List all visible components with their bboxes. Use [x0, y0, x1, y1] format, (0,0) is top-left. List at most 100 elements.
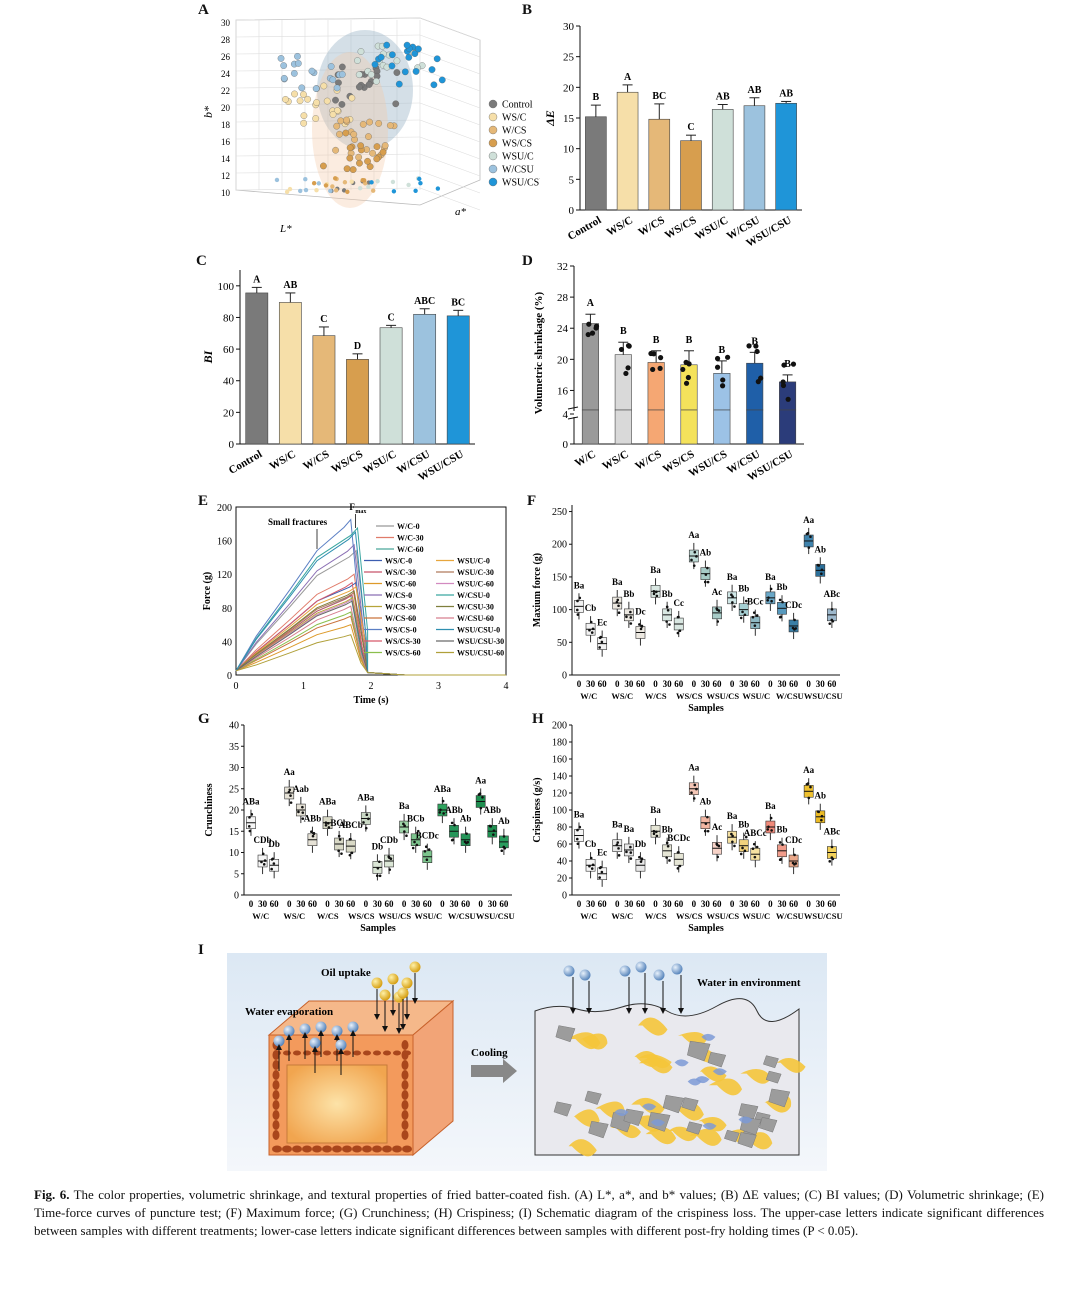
panel-label-e: E [198, 493, 209, 509]
bar [680, 140, 702, 211]
data-point [820, 572, 823, 576]
y-tick-label: 25 [229, 784, 239, 795]
x-tick-label: 60 [713, 679, 723, 689]
tick-label: 24 [221, 69, 231, 79]
legend-label: WS/CS-30 [385, 637, 421, 646]
scatter-point [280, 75, 288, 82]
crust-pore [363, 1050, 371, 1056]
data-point [706, 566, 709, 570]
data-point [741, 846, 744, 850]
bar-lower [713, 409, 731, 445]
oil-channel [708, 1078, 743, 1096]
significance-letter: CDb [254, 835, 272, 845]
data-point [629, 610, 632, 614]
significance-letter: Ba [612, 577, 623, 587]
starch-granule [555, 1025, 576, 1043]
data-point [272, 862, 276, 865]
significance-letter: CDb [380, 835, 398, 845]
significance-letter: Db [635, 839, 647, 849]
significance-letter: BC [652, 91, 666, 102]
y-tick-label: 100 [552, 605, 567, 616]
significance-letter: A [624, 72, 632, 83]
data-point [439, 808, 442, 812]
crust-pore [322, 1145, 332, 1153]
significance-letter: ABb [445, 805, 463, 815]
x-tick-label: 30 [624, 899, 634, 909]
x-tick-label: 0 [806, 679, 811, 689]
x-tick-label: W/CS [301, 448, 331, 472]
x-tick-label: 0 [577, 899, 582, 909]
data-point [270, 867, 273, 871]
panel-a-3d-scatter: 30 28 26 24 22 20 18 16 14 12 10 b* L* a* Control W… [201, 17, 540, 235]
projection-point [345, 189, 350, 195]
data-point [340, 852, 343, 855]
projection-point [390, 179, 396, 185]
scatter-point [343, 116, 350, 124]
y-axis-label: Volumetric shrinkage (%) [533, 291, 545, 414]
data-point [625, 343, 632, 349]
x-tick-label: 30 [739, 679, 749, 689]
data-point [692, 797, 696, 800]
data-point [589, 856, 593, 860]
scatter-point [295, 60, 302, 67]
y-tick-label: 200 [552, 540, 567, 551]
legend-label: W/CS-60 [385, 614, 416, 623]
data-point [665, 620, 668, 623]
data-point [676, 867, 680, 870]
data-point [378, 874, 382, 878]
x-tick-label: 60 [308, 899, 318, 909]
x-tick-label: 0 [440, 899, 445, 909]
grid-line [419, 68, 481, 92]
data-point [778, 598, 782, 602]
projection-point [366, 184, 371, 189]
significance-letter: Bb [738, 584, 749, 594]
scatter-point [313, 99, 320, 106]
data-point [301, 811, 305, 814]
force-curve [235, 634, 506, 676]
data-point [365, 813, 369, 817]
y-tick-label: 60 [557, 840, 567, 851]
significance-letter: ABa [319, 797, 337, 807]
grid-line [419, 51, 481, 75]
data-point [753, 855, 757, 859]
tick-label: 16 [221, 137, 231, 147]
data-point [807, 546, 811, 549]
legend-marker [488, 125, 498, 135]
data-point [403, 830, 406, 833]
y-tick-label: 30 [563, 21, 575, 33]
crust-pore [272, 1090, 280, 1100]
significance-letter: Cb [585, 603, 597, 613]
group-label: WSU/CSU [476, 911, 515, 921]
y-axis-label: Crunchiness [204, 783, 215, 836]
data-point [650, 366, 656, 373]
panel-c-bi-bars: 0 20 40 60 80 100 A Control AB WS/C C W/CS D WS/CS C WS… [201, 270, 475, 484]
scatter-point [365, 81, 373, 88]
tick-label: 18 [221, 120, 231, 130]
bar [446, 315, 470, 445]
water-droplet [309, 1037, 321, 1049]
significance-letter: Aa [803, 765, 814, 775]
data-point [492, 829, 496, 832]
data-point [625, 615, 628, 619]
data-point [453, 823, 456, 827]
x-tick-label: 0 [730, 899, 735, 909]
data-point [668, 623, 671, 626]
x-tick-label: Control [227, 448, 265, 477]
starch-granule [762, 1055, 779, 1069]
significance-letter: Cb [585, 839, 597, 849]
data-point [324, 821, 328, 825]
significance-letter: A [253, 274, 261, 285]
data-point [262, 863, 266, 866]
y-tick-label: 40 [229, 721, 239, 732]
crust-pore [342, 1145, 352, 1153]
projection-point [435, 186, 441, 191]
crust-pore [401, 1100, 409, 1110]
data-point [648, 350, 654, 357]
grid-line [419, 136, 481, 160]
crust-pore [293, 1050, 301, 1056]
data-point [591, 627, 595, 631]
data-point [655, 594, 659, 598]
x-tick-label: 0 [730, 679, 735, 689]
scatter-point [373, 77, 380, 85]
oil-channel [776, 1057, 806, 1073]
